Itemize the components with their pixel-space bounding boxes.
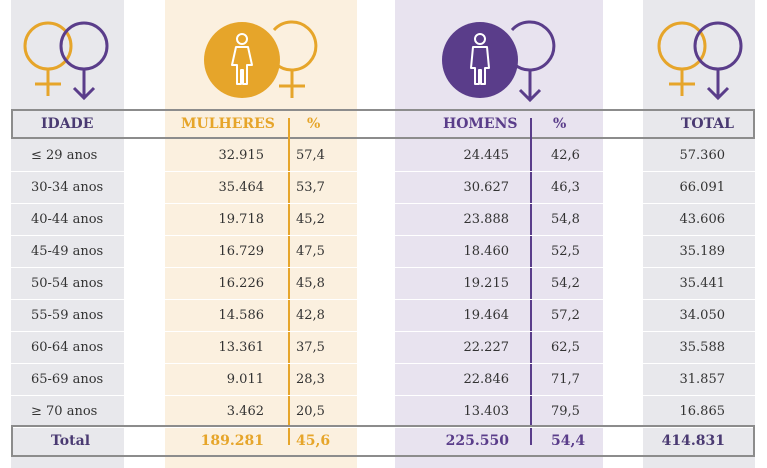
total-label: Total — [51, 433, 91, 449]
row-total: 66.091 — [679, 180, 726, 195]
row-men-percent: 57,2 — [551, 308, 580, 323]
age-column-band — [11, 0, 124, 468]
row-total: 35.189 — [679, 244, 726, 259]
row-age: 60-64 anos — [31, 340, 104, 355]
total-row — [11, 425, 755, 457]
row-men: 30.627 — [463, 180, 510, 195]
header-total: TOTAL — [681, 116, 734, 132]
total-men-percent: 54,4 — [551, 433, 586, 449]
female-male-symbols-icon — [23, 21, 109, 101]
row-women-percent: 57,4 — [296, 148, 325, 163]
row-total: 35.588 — [679, 340, 726, 355]
row-total: 34.050 — [679, 308, 726, 323]
row-age: 50-54 anos — [31, 276, 104, 291]
row-women-percent: 45,8 — [296, 276, 325, 291]
row-women-percent: 20,5 — [296, 404, 325, 419]
row-women: 16.226 — [218, 276, 265, 291]
row-age: 55-59 anos — [31, 308, 104, 323]
row-women-percent: 28,3 — [296, 372, 325, 387]
row-age: 30-34 anos — [31, 180, 104, 195]
total-women-percent: 45,6 — [296, 433, 331, 449]
row-women: 32.915 — [218, 148, 265, 163]
row-men-percent: 54,8 — [551, 212, 580, 227]
row-women: 19.718 — [218, 212, 265, 227]
row-men: 13.403 — [463, 404, 510, 419]
row-total: 57.360 — [679, 148, 726, 163]
row-separator — [11, 395, 755, 396]
row-men: 22.227 — [463, 340, 510, 355]
row-age: 40-44 anos — [31, 212, 104, 227]
row-separator — [11, 299, 755, 300]
table-row: 45-49 anos 16.729 47,5 18.460 52,5 35.189 — [11, 236, 755, 268]
row-men: 19.215 — [463, 276, 510, 291]
total-column-band — [643, 0, 755, 468]
row-age: ≤ 29 anos — [31, 148, 98, 163]
male-person-icon — [442, 22, 518, 98]
header-mulheres: MULHERES — [181, 116, 275, 132]
header-women-percent: % — [307, 116, 321, 132]
row-separator — [11, 331, 755, 332]
total-men: 225.550 — [445, 433, 509, 449]
row-men: 24.445 — [463, 148, 510, 163]
male-symbol-icon — [510, 20, 556, 103]
row-women: 16.729 — [218, 244, 265, 259]
table-row: 50-54 anos 16.226 45,8 19.215 54,2 35.441 — [11, 268, 755, 300]
female-symbol-icon — [272, 20, 318, 98]
row-men-percent: 54,2 — [551, 276, 580, 291]
row-separator — [11, 235, 755, 236]
row-separator — [11, 267, 755, 268]
total-women: 189.281 — [200, 433, 264, 449]
row-men-percent: 62,5 — [551, 340, 580, 355]
row-men-percent: 46,3 — [551, 180, 580, 195]
header-men-percent: % — [553, 116, 567, 132]
men-divider-line — [530, 118, 532, 445]
header-idade: IDADE — [41, 116, 94, 132]
total-grand: 414.831 — [661, 433, 725, 449]
row-separator — [11, 171, 755, 172]
header-homens: HOMENS — [443, 116, 518, 132]
row-age: 65-69 anos — [31, 372, 104, 387]
row-men: 19.464 — [463, 308, 510, 323]
row-women: 14.586 — [218, 308, 265, 323]
row-men-percent: 42,6 — [551, 148, 580, 163]
table-row: ≥ 70 anos 3.462 20,5 13.403 79,5 16.865 — [11, 396, 755, 428]
table-row: 40-44 anos 19.718 45,2 23.888 54,8 43.606 — [11, 204, 755, 236]
row-women: 13.361 — [218, 340, 265, 355]
row-total: 16.865 — [679, 404, 726, 419]
row-men: 23.888 — [463, 212, 510, 227]
row-separator — [11, 203, 755, 204]
row-men-percent: 71,7 — [551, 372, 580, 387]
table-row: ≤ 29 anos 32.915 57,4 24.445 42,6 57.360 — [11, 140, 755, 172]
row-women-percent: 42,8 — [296, 308, 325, 323]
female-person-icon — [204, 22, 280, 98]
row-total: 35.441 — [679, 276, 726, 291]
female-male-symbols-icon — [657, 21, 743, 101]
row-separator — [11, 363, 755, 364]
row-men-percent: 52,5 — [551, 244, 580, 259]
row-total: 43.606 — [679, 212, 726, 227]
row-separator — [11, 427, 755, 428]
row-women: 35.464 — [218, 180, 265, 195]
row-women: 3.462 — [226, 404, 264, 419]
row-women-percent: 47,5 — [296, 244, 325, 259]
row-men: 22.846 — [463, 372, 510, 387]
row-age: 45-49 anos — [31, 244, 104, 259]
row-women: 9.011 — [226, 372, 264, 387]
women-divider-line — [288, 118, 290, 445]
table-row: 55-59 anos 14.586 42,8 19.464 57,2 34.050 — [11, 300, 755, 332]
row-men-percent: 79,5 — [551, 404, 580, 419]
table-row: 65-69 anos 9.011 28,3 22.846 71,7 31.857 — [11, 364, 755, 396]
row-women-percent: 53,7 — [296, 180, 325, 195]
row-men: 18.460 — [463, 244, 510, 259]
row-women-percent: 45,2 — [296, 212, 325, 227]
row-age: ≥ 70 anos — [31, 404, 98, 419]
row-total: 31.857 — [679, 372, 726, 387]
table-row: 60-64 anos 13.361 37,5 22.227 62,5 35.588 — [11, 332, 755, 364]
table-header-row — [11, 109, 755, 139]
table-row: 30-34 anos 35.464 53,7 30.627 46,3 66.091 — [11, 172, 755, 204]
row-women-percent: 37,5 — [296, 340, 325, 355]
